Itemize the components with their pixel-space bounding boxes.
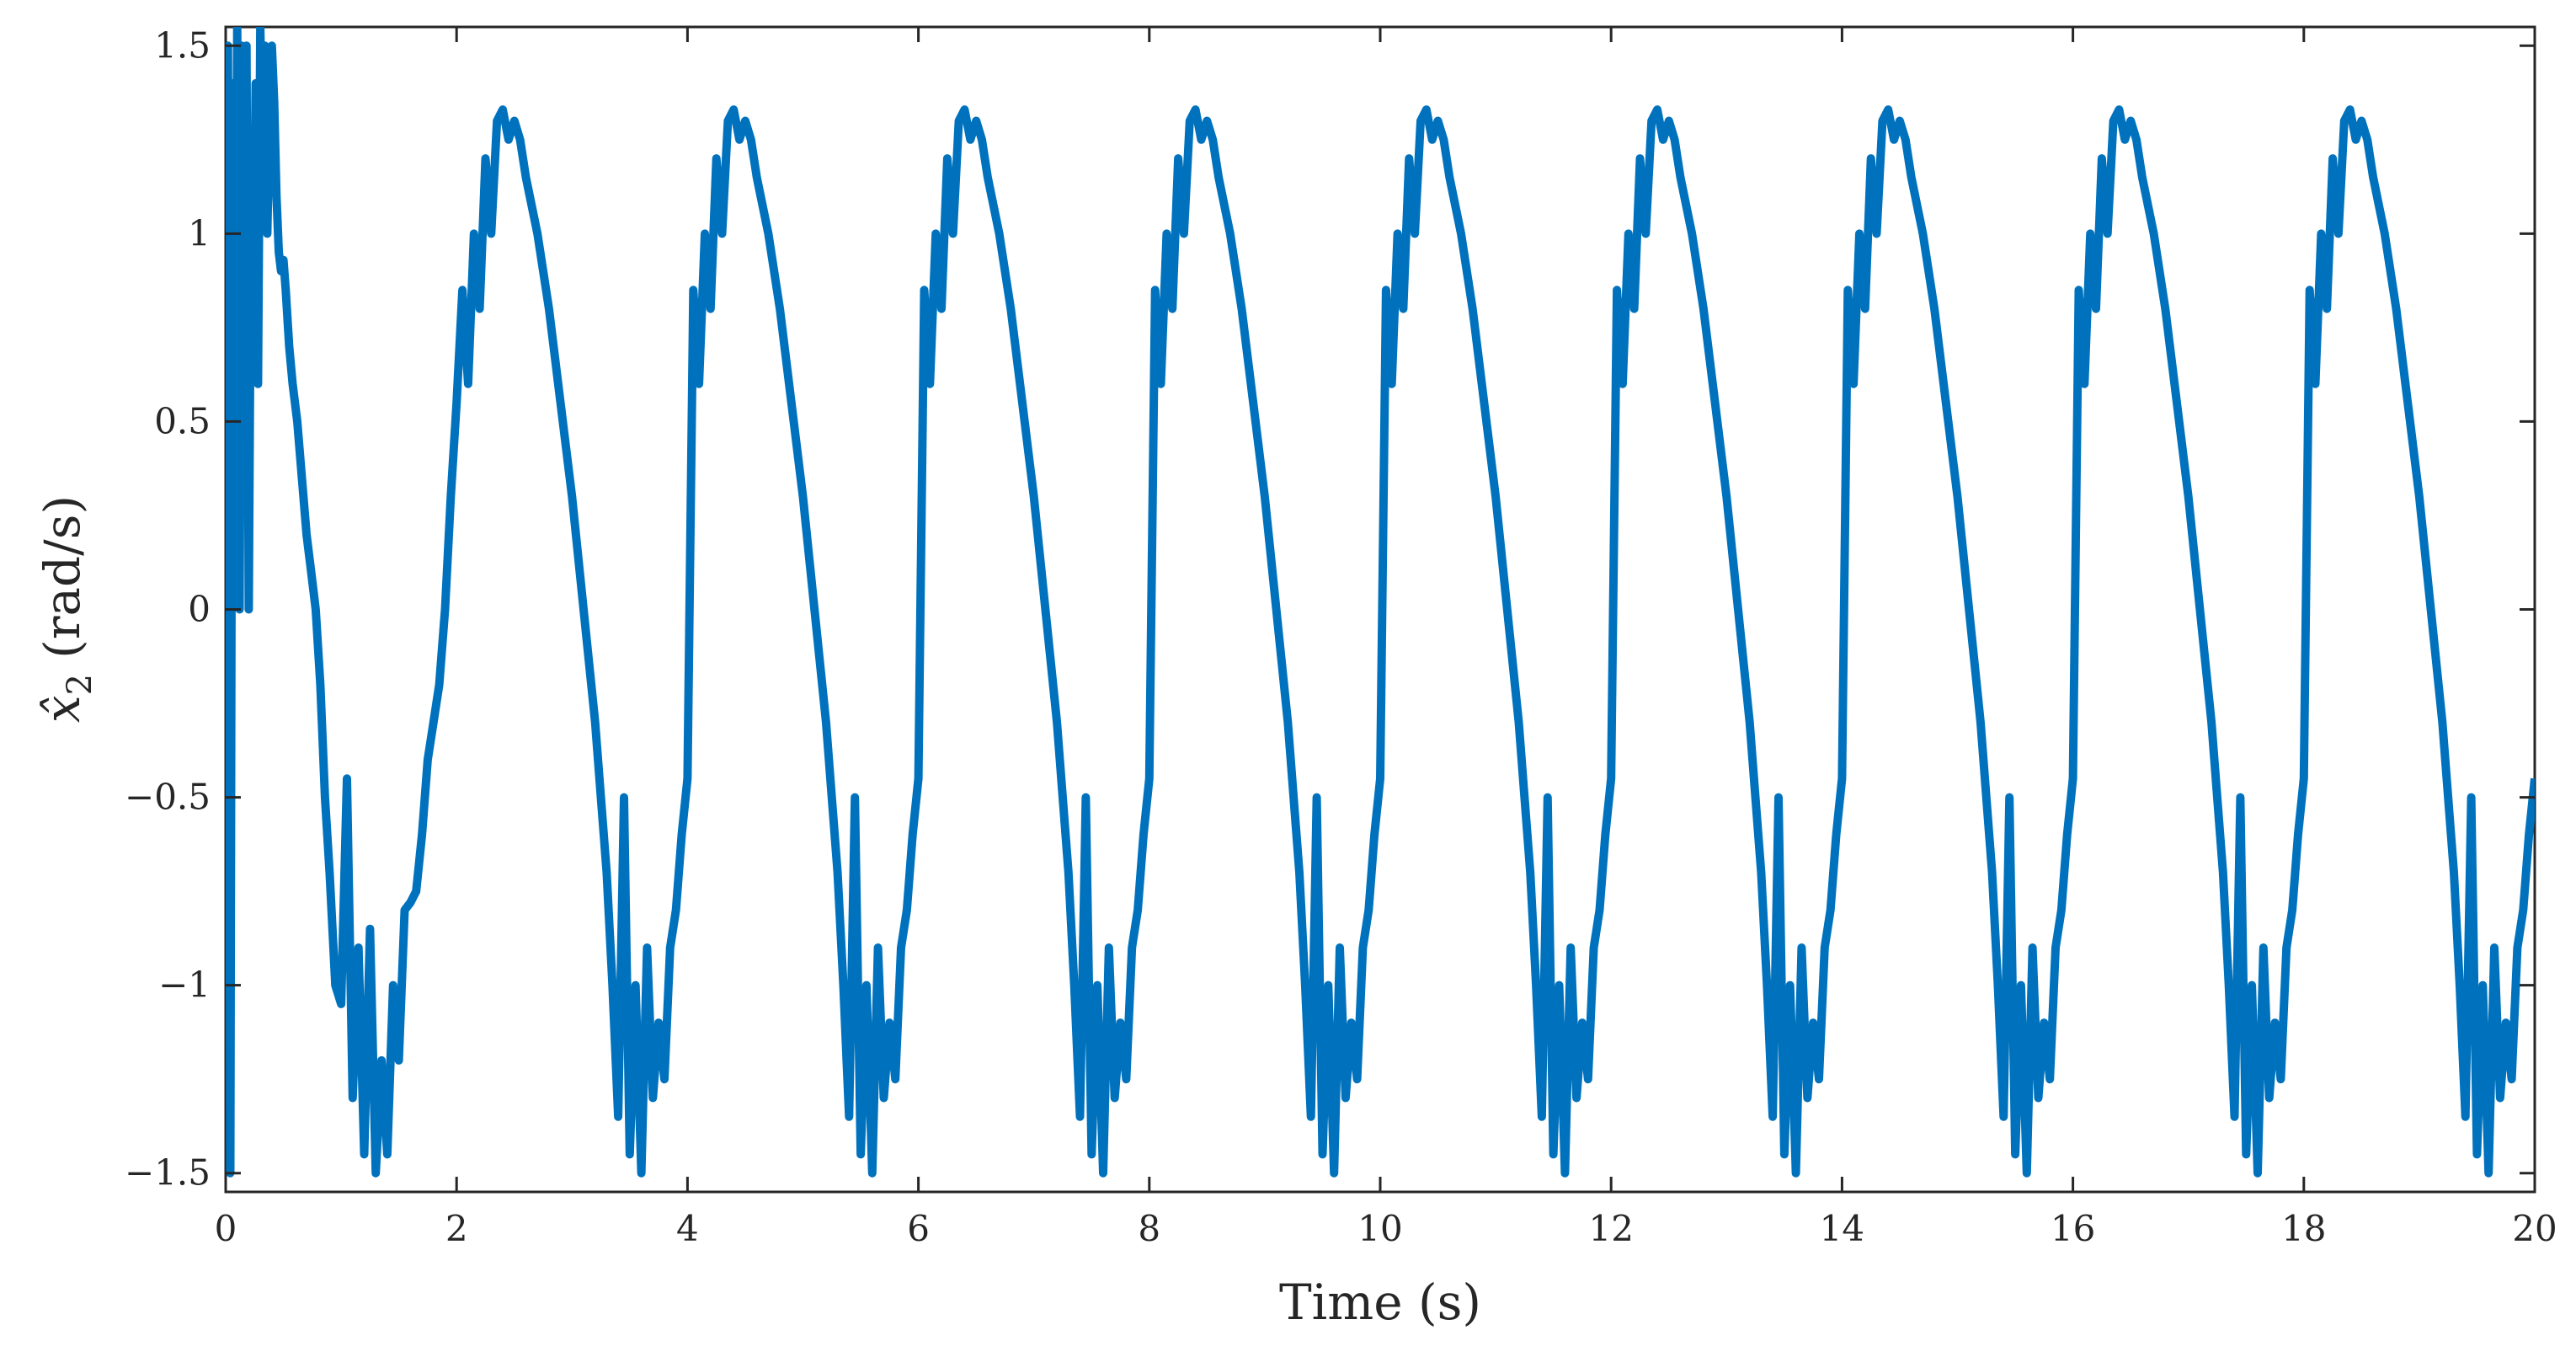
y-tick-label: 0.5 bbox=[154, 400, 211, 441]
y-axis-label-units: (rad/s) bbox=[34, 495, 91, 659]
series-line bbox=[226, 27, 2535, 1178]
x-tick-label: 0 bbox=[215, 1208, 237, 1249]
x-tick-label: 14 bbox=[1820, 1208, 1864, 1249]
y-axis-ticks: 1.5 1 0.5 0 −0.5 −1 −1.5 bbox=[125, 24, 2535, 1194]
x-axis-label: Time (s) bbox=[1279, 1274, 1481, 1331]
y-axis-label: x̂2 (rad/s) bbox=[34, 495, 99, 723]
x-tick-label: 20 bbox=[2512, 1208, 2557, 1249]
y-axis-label-subscript: 2 bbox=[61, 674, 99, 695]
x-tick-label: 6 bbox=[907, 1208, 930, 1249]
x-tick-label: 4 bbox=[676, 1208, 699, 1249]
x-tick-label: 8 bbox=[1138, 1208, 1160, 1249]
y-tick-label: 1.5 bbox=[154, 24, 211, 66]
x-tick-label: 2 bbox=[445, 1208, 468, 1249]
x-tick-label: 10 bbox=[1357, 1208, 1402, 1249]
x-tick-label: 18 bbox=[2281, 1208, 2326, 1249]
x-tick-label: 12 bbox=[1588, 1208, 1633, 1249]
x-tick-label: 16 bbox=[2051, 1208, 2095, 1249]
series-layer bbox=[226, 27, 2535, 1178]
x-axis-ticks: 0 2 4 6 8 10 12 14 16 18 20 bbox=[215, 27, 2557, 1249]
y-tick-label: −1.5 bbox=[125, 1152, 211, 1194]
y-axis-label-symbol: x̂ bbox=[34, 695, 91, 723]
y-tick-label: −1 bbox=[158, 964, 211, 1006]
y-tick-label: −0.5 bbox=[125, 777, 211, 818]
y-tick-label: 0 bbox=[188, 589, 211, 630]
y-tick-label: 1 bbox=[188, 212, 211, 254]
